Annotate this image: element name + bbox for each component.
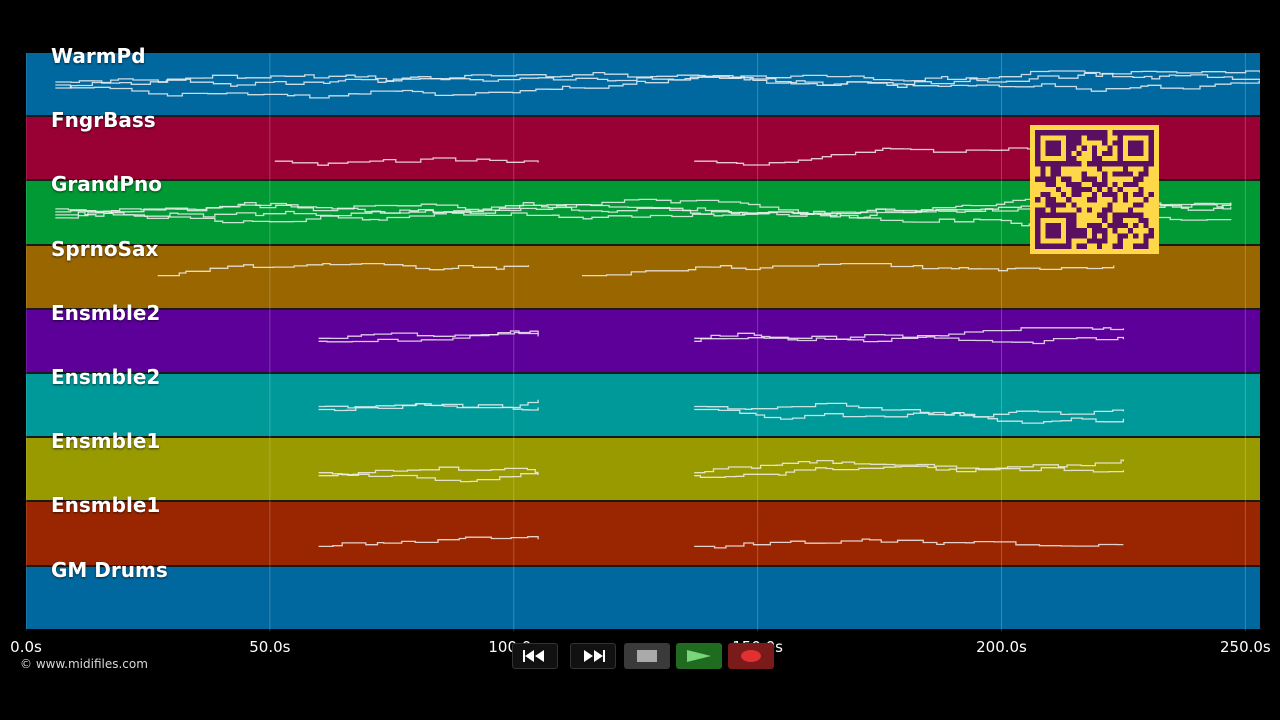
track-label: Ensmble2 — [51, 365, 161, 389]
copyright-text: © www.midifiles.com — [20, 657, 148, 671]
track-separator — [26, 115, 1260, 118]
track-lane[interactable]: SprnoSax — [26, 237, 1260, 308]
time-tick-label: 0.0s — [10, 638, 42, 656]
time-tick-label: 250.0s — [1219, 638, 1271, 656]
track-separator — [26, 179, 1260, 182]
track-label: WarmPd — [51, 44, 146, 68]
rewind-button[interactable] — [512, 643, 558, 669]
piano-roll[interactable]: WarmPd FngrBass GrandPno SprnoSax Ensmble2 En… — [26, 44, 1260, 631]
track-lane[interactable]: Ensmble1 — [26, 493, 1260, 565]
stop-button[interactable] — [624, 643, 670, 669]
track-label: Ensmble2 — [51, 300, 161, 325]
play-icon — [687, 650, 711, 662]
track-separator — [26, 307, 1260, 310]
stop-icon — [637, 650, 657, 662]
track-separator — [26, 372, 1260, 374]
track-lane[interactable]: WarmPd — [26, 44, 1260, 116]
track-label: Ensmble1 — [51, 493, 161, 518]
track-label: SprnoSax — [51, 236, 159, 261]
track-separator — [26, 243, 1260, 246]
track-separator — [26, 564, 1260, 567]
play-button[interactable] — [676, 643, 722, 669]
track-lane[interactable]: Ensmble1 — [26, 429, 1260, 501]
track-label: GM Drums — [51, 557, 168, 582]
fast-forward-icon — [584, 650, 605, 662]
track-label: Ensmble1 — [51, 429, 161, 454]
fast-forward-button[interactable] — [570, 643, 616, 669]
track-lane[interactable]: Ensmble2 — [26, 365, 1260, 437]
rewind-icon — [523, 650, 544, 662]
record-button[interactable] — [728, 643, 774, 669]
track-lane[interactable]: GM Drums — [26, 558, 1260, 629]
record-icon — [741, 650, 761, 662]
time-tick-label: 200.0s — [976, 638, 1027, 656]
qr-code-icon — [1030, 125, 1159, 254]
transport-bar — [512, 642, 774, 670]
track-label: GrandPno — [51, 172, 162, 197]
time-tick-label: 50.0s — [249, 638, 291, 656]
track-label: FngrBass — [51, 108, 156, 133]
track-separator — [26, 500, 1260, 503]
track-separator — [26, 436, 1260, 439]
track-lane[interactable]: Ensmble2 — [26, 301, 1260, 372]
